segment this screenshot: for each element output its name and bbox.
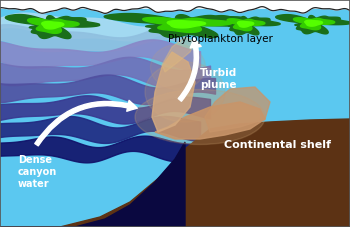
Text: Dense
canyon
water: Dense canyon water: [18, 155, 57, 189]
FancyArrowPatch shape: [178, 38, 201, 101]
Ellipse shape: [150, 44, 205, 89]
Polygon shape: [152, 52, 195, 132]
Polygon shape: [155, 102, 265, 139]
Polygon shape: [28, 18, 79, 33]
Polygon shape: [42, 22, 64, 29]
Polygon shape: [104, 14, 268, 38]
Polygon shape: [167, 21, 205, 28]
Text: Phytoplankton layer: Phytoplankton layer: [168, 34, 272, 44]
Polygon shape: [294, 18, 335, 30]
Polygon shape: [5, 15, 100, 39]
Polygon shape: [162, 37, 195, 72]
Polygon shape: [305, 20, 322, 26]
Polygon shape: [0, 142, 185, 227]
Polygon shape: [0, 119, 350, 227]
Polygon shape: [238, 21, 254, 27]
Polygon shape: [211, 16, 280, 35]
Text: Continental shelf: Continental shelf: [224, 140, 331, 150]
Polygon shape: [276, 15, 350, 34]
Polygon shape: [205, 87, 270, 132]
Polygon shape: [143, 17, 232, 32]
Ellipse shape: [135, 89, 265, 145]
FancyArrowPatch shape: [35, 100, 137, 146]
Ellipse shape: [145, 62, 225, 122]
Polygon shape: [227, 19, 265, 31]
Text: Turbid
plume: Turbid plume: [200, 68, 237, 90]
